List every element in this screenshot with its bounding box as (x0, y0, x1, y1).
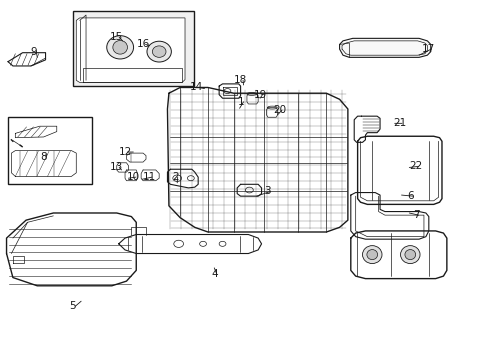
Ellipse shape (366, 249, 377, 260)
Text: 5: 5 (69, 301, 76, 311)
Text: 4: 4 (210, 269, 217, 279)
Ellipse shape (400, 246, 419, 264)
Text: 6: 6 (406, 191, 413, 201)
Ellipse shape (362, 246, 381, 264)
Text: 9: 9 (30, 46, 37, 57)
Text: 1: 1 (237, 97, 244, 107)
Ellipse shape (152, 46, 165, 57)
Text: 8: 8 (40, 152, 47, 162)
Text: 12: 12 (118, 147, 131, 157)
Text: 10: 10 (126, 172, 140, 182)
Ellipse shape (147, 41, 171, 62)
Text: 11: 11 (142, 172, 156, 182)
Ellipse shape (404, 249, 415, 260)
Ellipse shape (113, 41, 127, 54)
Text: 15: 15 (110, 32, 123, 42)
Text: 20: 20 (272, 105, 285, 115)
Text: 3: 3 (264, 186, 271, 197)
Text: 13: 13 (110, 162, 123, 172)
Text: 21: 21 (392, 118, 406, 128)
Text: 19: 19 (253, 90, 266, 100)
Text: 14: 14 (190, 82, 203, 93)
Bar (8, 117, 92, 184)
Polygon shape (339, 39, 430, 57)
Text: 22: 22 (408, 161, 422, 171)
Text: 7: 7 (412, 210, 419, 220)
Ellipse shape (106, 36, 133, 59)
Text: 16: 16 (136, 40, 149, 49)
Text: 17: 17 (421, 44, 434, 54)
Text: 18: 18 (233, 75, 247, 85)
Text: 2: 2 (172, 172, 178, 182)
Bar (73, 12, 193, 86)
Polygon shape (76, 18, 184, 82)
